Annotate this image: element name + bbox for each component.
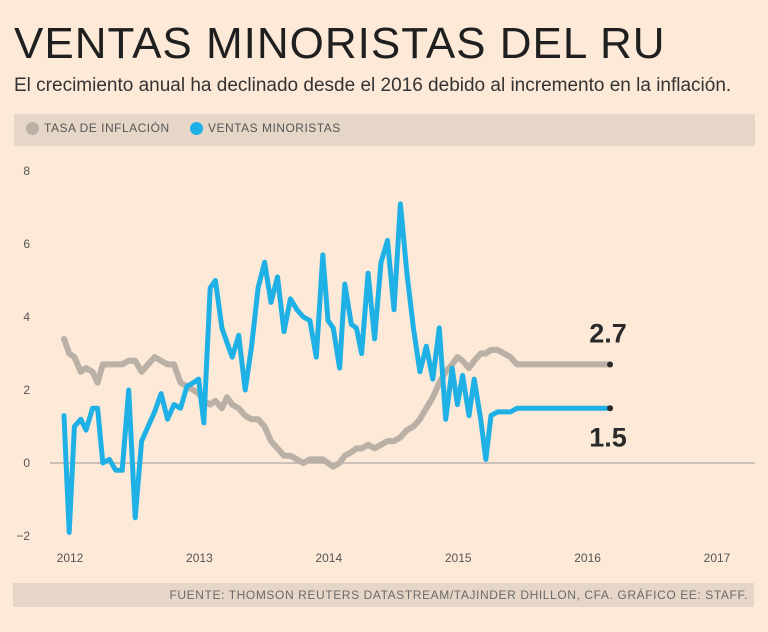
legend-retail-swatch bbox=[190, 121, 203, 135]
y-axis-ticks: 8 6 4 2 0 −2 bbox=[16, 164, 30, 543]
x-tick-label: 2017 bbox=[704, 551, 731, 565]
end-label-inflation: 2.7 bbox=[589, 318, 627, 348]
end-marker-retail bbox=[607, 405, 614, 412]
chart-annotations: 2.7 1.5 bbox=[589, 318, 627, 452]
y-tick-label: 8 bbox=[23, 164, 30, 178]
legend-inflation-swatch bbox=[26, 121, 39, 135]
chart-series bbox=[61, 201, 614, 535]
legend-item-retail: VENTAS MINORISTAS bbox=[190, 121, 341, 135]
legend-item-inflation: TASA DE INFLACIÓN bbox=[26, 121, 170, 135]
chart-subtitle: El crecimiento anual ha declinado desde … bbox=[14, 75, 732, 96]
x-tick-label: 2015 bbox=[445, 551, 472, 565]
y-tick-label: 4 bbox=[23, 310, 30, 324]
source-bar: FUENTE: THOMSON REUTERS DATASTREAM/TAJIN… bbox=[13, 583, 754, 607]
x-axis-ticks: 2012 2013 2014 2015 2016 2017 bbox=[57, 551, 731, 565]
chart-title: VENTAS MINORISTAS DEL RU bbox=[14, 19, 666, 68]
x-tick-label: 2014 bbox=[315, 551, 342, 565]
legend-retail-label: VENTAS MINORISTAS bbox=[208, 121, 341, 135]
end-marker-inflation bbox=[607, 361, 614, 368]
y-tick-label: −2 bbox=[16, 529, 30, 543]
end-label-retail: 1.5 bbox=[589, 422, 627, 452]
x-tick-label: 2012 bbox=[57, 551, 84, 565]
y-tick-label: 0 bbox=[23, 456, 30, 470]
y-tick-label: 2 bbox=[23, 383, 30, 397]
series-line-retail bbox=[61, 201, 613, 535]
x-tick-label: 2016 bbox=[574, 551, 601, 565]
x-tick-label: 2013 bbox=[186, 551, 213, 565]
legend-inflation-label: TASA DE INFLACIÓN bbox=[44, 121, 170, 135]
legend: TASA DE INFLACIÓN VENTAS MINORISTAS bbox=[14, 114, 755, 146]
series-line-inflation bbox=[61, 335, 614, 470]
y-tick-label: 6 bbox=[23, 237, 30, 251]
source-note: FUENTE: THOMSON REUTERS DATASTREAM/TAJIN… bbox=[169, 588, 748, 602]
